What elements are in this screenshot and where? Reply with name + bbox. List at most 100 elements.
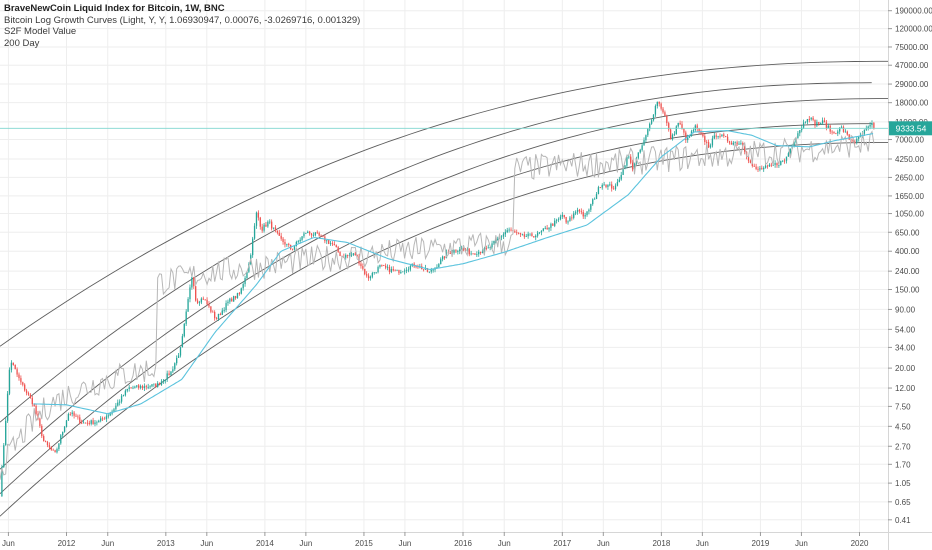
- candle-body: [384, 265, 387, 268]
- candle-body: [138, 385, 140, 388]
- candle-body: [310, 233, 313, 236]
- candle-body: [3, 445, 5, 468]
- candle-body: [183, 323, 185, 337]
- candle-body: [400, 271, 402, 274]
- y-tick-label: 90.00: [895, 305, 916, 314]
- candle-body: [601, 185, 603, 188]
- candle-body: [229, 298, 231, 302]
- candle-body: [272, 227, 275, 229]
- candle-body: [364, 268, 366, 275]
- candle-body: [394, 270, 396, 272]
- candle-body: [574, 212, 577, 214]
- s2f-indicator-label[interactable]: S2F Model Value: [4, 26, 77, 37]
- candle-body: [483, 248, 486, 252]
- candle-body: [293, 246, 296, 250]
- candle-body: [170, 371, 172, 376]
- candle-body: [73, 412, 75, 416]
- growth-curves-indicator-label[interactable]: Bitcoin Log Growth Curves (Light, Y, Y, …: [4, 14, 361, 26]
- candle-body: [320, 235, 322, 237]
- candle-body: [801, 127, 803, 131]
- ma-indicator-label[interactable]: 200 Day: [4, 37, 40, 49]
- candle-body: [58, 443, 60, 450]
- candle-body: [386, 266, 389, 268]
- candle-body: [694, 125, 696, 130]
- candle-body: [825, 122, 828, 129]
- x-tick-label: Jun: [696, 539, 709, 548]
- candle-body: [753, 165, 755, 167]
- candle-body: [531, 233, 533, 237]
- candle-body: [673, 134, 676, 135]
- candle-body: [561, 214, 563, 217]
- candle-body: [265, 224, 267, 227]
- candle-body: [677, 122, 679, 127]
- candle-body: [732, 142, 734, 145]
- candle-body: [50, 447, 52, 450]
- candle-body: [5, 420, 7, 446]
- candle-body: [375, 272, 377, 273]
- candle-body: [29, 394, 32, 398]
- candle-body: [624, 165, 626, 168]
- candle-body: [639, 149, 641, 153]
- candle-body: [766, 165, 769, 167]
- candle-body: [614, 185, 617, 190]
- candle-body: [533, 236, 535, 238]
- last-price-tag: [889, 121, 932, 136]
- candle-body: [221, 310, 223, 315]
- candle-body: [383, 265, 385, 267]
- candle-body: [546, 227, 548, 230]
- candle-body: [460, 248, 463, 250]
- candle-body: [120, 395, 123, 402]
- candle-body: [848, 134, 850, 140]
- candle-body: [527, 233, 529, 237]
- candle-body: [284, 242, 286, 245]
- candle-body: [172, 369, 174, 372]
- candle-body: [438, 264, 440, 268]
- candle-body: [500, 236, 503, 238]
- candle-body: [179, 347, 182, 356]
- candle-body: [252, 238, 254, 256]
- candle-body: [240, 288, 242, 294]
- y-tick-label: 4250.00: [895, 155, 924, 164]
- candle-body: [1, 467, 3, 497]
- candle-body: [335, 245, 337, 248]
- candle-body: [573, 213, 575, 218]
- symbol-title[interactable]: BraveNewCoin Liquid Index for Bitcoin, 1…: [4, 3, 225, 14]
- time-axis[interactable]: Jun 2012 Jun 2013 Jun 2014 Jun 2015 Jun 2016 Jun 20…: [0, 532, 932, 548]
- candle-body: [288, 243, 290, 245]
- candle-body: [158, 383, 161, 385]
- candle-body: [155, 383, 157, 387]
- candle-body: [409, 265, 412, 270]
- candle-body: [301, 236, 303, 240]
- y-tick-label: 18000.00: [895, 99, 929, 108]
- ma-200-day-line: [33, 130, 874, 415]
- candle-body: [350, 254, 353, 256]
- candle-body: [631, 162, 634, 170]
- x-tick-label: 2020: [851, 539, 869, 548]
- candle-body: [48, 445, 51, 448]
- candle-body: [322, 235, 324, 237]
- candle-body: [157, 383, 159, 387]
- candle-body: [814, 119, 816, 126]
- candle-body: [519, 233, 522, 235]
- candle-body: [536, 232, 539, 236]
- candle-body: [470, 253, 472, 255]
- candle-body: [308, 231, 311, 234]
- candle-body: [217, 313, 220, 320]
- last-price-label: 9333.54: [896, 123, 927, 133]
- y-tick-label: 1.05: [895, 479, 911, 488]
- x-tick-label: Jun: [200, 539, 213, 548]
- candle-body: [41, 425, 43, 437]
- candle-body: [489, 247, 491, 249]
- y-tick-label: 7.50: [895, 402, 911, 411]
- candle-body: [234, 296, 237, 299]
- candle-body: [134, 386, 136, 388]
- candle-body: [839, 127, 841, 132]
- candle-body: [365, 274, 368, 276]
- candle-body: [734, 142, 736, 144]
- candle-body: [782, 160, 784, 162]
- candle-body: [681, 124, 683, 130]
- candle-body: [457, 251, 459, 252]
- price-axis[interactable]: 190000.00 120000.00 75000.00 47000.00 29000.…: [888, 0, 932, 550]
- candle-body: [502, 234, 505, 237]
